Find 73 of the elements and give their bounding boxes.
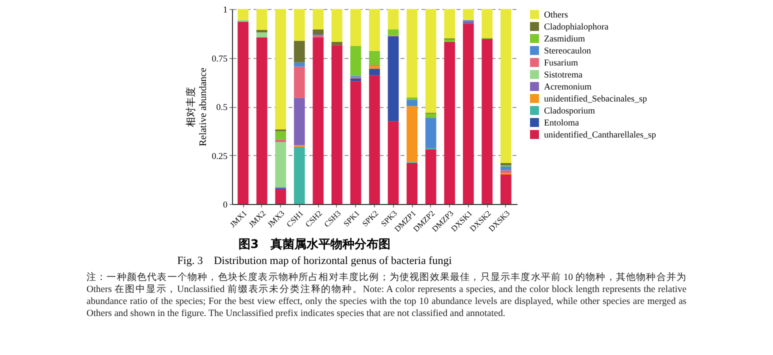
bar bbox=[332, 9, 342, 42]
text: Fig. 3 Distribution map of horizontal genus of bacteria fungi bbox=[177, 255, 452, 268]
bar bbox=[369, 66, 380, 69]
bar bbox=[406, 100, 418, 106]
legend-label: Zasmidium bbox=[544, 34, 585, 44]
bar bbox=[388, 9, 399, 30]
legend-label: Entoloma bbox=[544, 118, 579, 128]
bar bbox=[462, 24, 474, 204]
y-tick-label: 1 bbox=[223, 4, 228, 14]
bar bbox=[369, 68, 380, 76]
bar bbox=[369, 50, 380, 65]
bar bbox=[312, 9, 324, 30]
bar bbox=[482, 9, 493, 38]
bar bbox=[294, 40, 305, 62]
bar bbox=[462, 21, 474, 24]
bar bbox=[425, 9, 436, 113]
legend-label: Sistotrema bbox=[544, 70, 582, 80]
bar bbox=[312, 37, 324, 204]
bar bbox=[256, 37, 268, 204]
bar bbox=[294, 9, 305, 41]
legend-label: Acremonium bbox=[544, 82, 592, 92]
y-tick-label: 0.25 bbox=[212, 150, 228, 161]
legend-label: Stereocaulon bbox=[544, 46, 592, 56]
bar bbox=[425, 118, 436, 148]
bar bbox=[482, 39, 493, 204]
bar bbox=[425, 114, 436, 118]
legend-label: Fusarium bbox=[544, 58, 578, 68]
bar bbox=[275, 142, 286, 188]
bar bbox=[462, 9, 474, 20]
bar bbox=[350, 46, 362, 76]
y-tick-label: 0 bbox=[223, 200, 228, 210]
bar bbox=[406, 162, 418, 204]
y-tick-label: 0.5 bbox=[216, 102, 228, 112]
bar bbox=[388, 29, 399, 36]
legend-label: unidentified_Sebacinales_sp bbox=[544, 94, 648, 104]
legend-label: Others bbox=[544, 10, 568, 20]
bar bbox=[350, 9, 362, 46]
bar bbox=[444, 39, 456, 42]
bar bbox=[275, 139, 286, 142]
y-tick-label: 0.75 bbox=[212, 53, 228, 64]
bar bbox=[294, 66, 305, 98]
bar bbox=[256, 32, 268, 38]
bar bbox=[294, 147, 305, 204]
bar bbox=[238, 9, 249, 20]
bar bbox=[406, 9, 418, 98]
bar bbox=[425, 149, 436, 204]
legend-label: Cladophialophora bbox=[544, 22, 608, 32]
bar bbox=[275, 190, 286, 204]
bar bbox=[444, 9, 456, 38]
bar bbox=[332, 42, 342, 46]
bar bbox=[369, 9, 380, 51]
bar bbox=[406, 106, 418, 162]
bar bbox=[350, 81, 362, 204]
bar bbox=[294, 98, 305, 146]
bar bbox=[500, 9, 512, 164]
text: 图3 真菌属水平物种分布图 bbox=[238, 237, 391, 252]
bar bbox=[500, 174, 512, 204]
bar bbox=[369, 75, 380, 204]
bar bbox=[238, 22, 249, 204]
bar bbox=[500, 166, 512, 170]
legend-label: unidentified_Cantharellales_sp bbox=[544, 130, 656, 140]
bar bbox=[388, 121, 399, 204]
text: 注：一种颜色代表一个物种，色块长度表示物种所占相对丰度比例；为使视图效果最佳，只显示丰度水平前 10 的物种，其他物种合并为 Others 在图中显示，Unclassified 前缀表示未分类注释的物种。Note: A color represents a species, and the color block length represents the relative abundance ratio of the species; For the best view effect, only the species with the top 10 abundance levels are displayed, while other species are merged as Others and shown in the figure. The Unclassified prefix indicates species that are not classified and annotated. bbox=[86, 272, 686, 320]
bar bbox=[312, 29, 324, 35]
y-axis-title: 相对丰度 Relative abundance bbox=[184, 67, 209, 146]
bar bbox=[332, 45, 342, 204]
bar bbox=[256, 9, 268, 30]
bar bbox=[275, 9, 286, 130]
bar bbox=[388, 36, 399, 122]
legend-label: Cladosporium bbox=[544, 106, 595, 116]
bar bbox=[294, 62, 305, 67]
bar bbox=[444, 42, 456, 204]
bar bbox=[275, 131, 286, 140]
